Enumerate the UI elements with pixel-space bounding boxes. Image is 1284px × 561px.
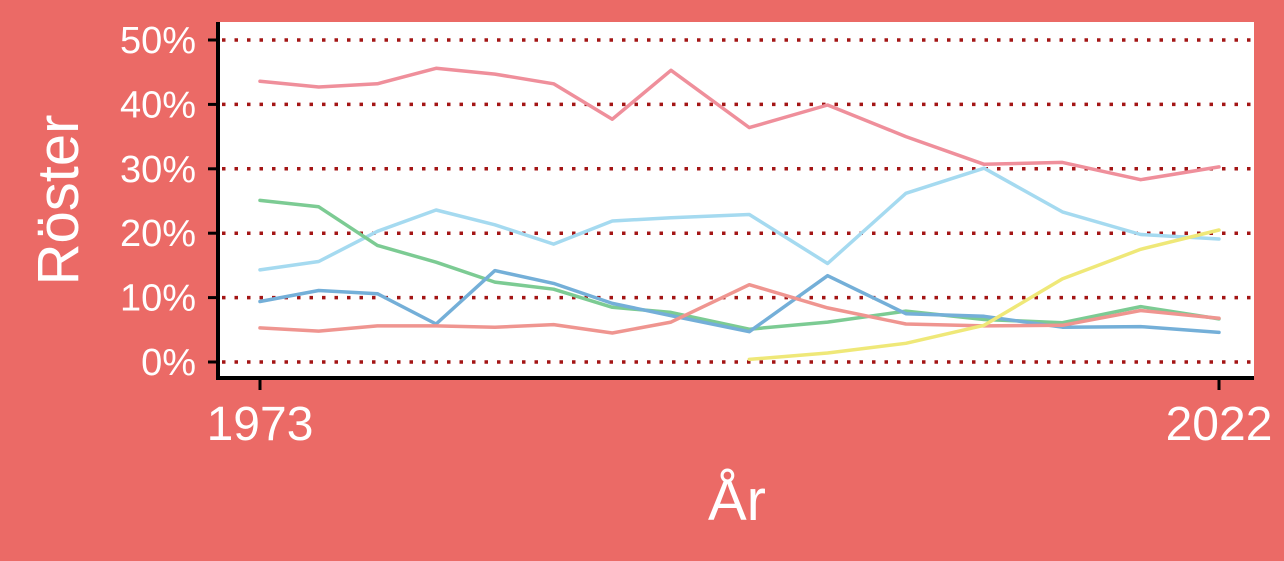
series-line-3 xyxy=(258,198,1221,331)
y-tick-label: 0% xyxy=(141,342,196,384)
x-tick-label: 2022 xyxy=(1166,398,1273,451)
x-tick-label: 1973 xyxy=(207,398,314,451)
series-line-4 xyxy=(258,268,1221,335)
y-tick-label: 20% xyxy=(120,213,196,255)
series-line-2 xyxy=(258,166,1221,272)
x-tick-layer: 1973 2022 xyxy=(207,378,1273,451)
y-axis-label: Röster xyxy=(26,115,91,286)
series-line-5 xyxy=(258,282,1221,335)
y-tick-label: 30% xyxy=(120,149,196,191)
series-layer xyxy=(258,66,1221,362)
x-axis-label: År xyxy=(708,468,766,533)
y-tick-label: 10% xyxy=(120,278,196,320)
series-line-1 xyxy=(258,66,1221,182)
series-line-6 xyxy=(747,228,1221,362)
y-tick-label: 40% xyxy=(120,84,196,126)
y-tick-label: 50% xyxy=(120,20,196,62)
grid-layer xyxy=(222,38,1254,364)
y-tick-layer: 0% 10% 20% 30% 40% 50% xyxy=(120,20,218,384)
